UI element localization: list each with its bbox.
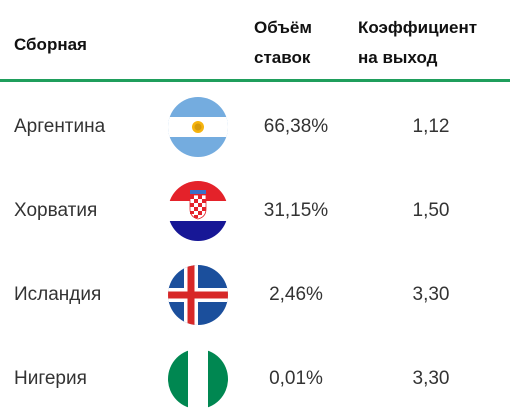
header-cell: ставок — [254, 48, 311, 67]
header-cell: Сборная — [14, 35, 87, 54]
team-name: Хорватия — [14, 200, 98, 221]
header-cell: на выход — [358, 48, 438, 67]
coefficient: 3,30 — [412, 368, 450, 389]
bet-volume: 0,01% — [269, 368, 323, 389]
team-name: Аргентина — [14, 116, 106, 137]
header-rule — [0, 79, 510, 82]
coefficient: 1,12 — [412, 116, 450, 137]
flag-croatia — [168, 181, 228, 241]
header-cell: Коэффициент — [358, 18, 478, 37]
coefficient: 1,50 — [412, 200, 450, 221]
header-cell: Объём — [254, 18, 312, 37]
flag-iceland — [168, 265, 228, 325]
coefficient: 3,30 — [412, 284, 450, 305]
bet-volume: 2,46% — [269, 284, 323, 305]
bet-volume: 31,15% — [263, 200, 329, 221]
flag-argentina — [168, 97, 228, 157]
flag-nigeria — [168, 349, 228, 409]
team-name: Нигерия — [14, 368, 87, 389]
team-name: Исландия — [14, 284, 102, 305]
bet-volume: 66,38% — [263, 116, 329, 137]
